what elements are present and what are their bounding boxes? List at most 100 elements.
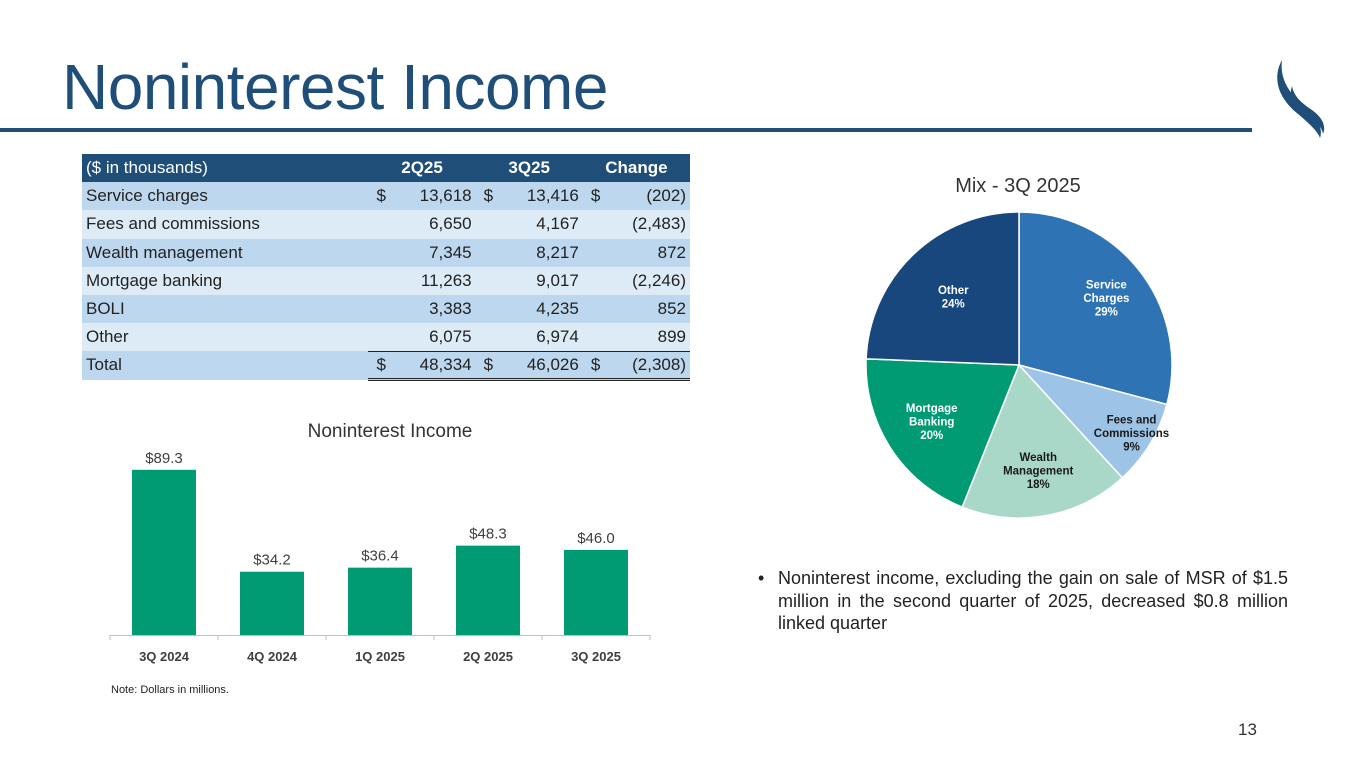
bar-data-label: $89.3 (145, 450, 183, 467)
cell-value: 4,167 (536, 214, 579, 234)
noninterest-income-bar-chart: Noninterest Income $89.3 3Q 2024 $34.2 4Q 20… (109, 421, 651, 664)
table-header-row: ($ in thousands) 2Q25 3Q25 Change (82, 154, 690, 183)
header-change: Change (582, 154, 690, 183)
row-value-cell: 8,217 (475, 238, 583, 267)
title-divider (0, 128, 1252, 132)
cell-value: 7,345 (429, 242, 472, 262)
bar (132, 469, 196, 635)
cell-value: 6,075 (429, 326, 472, 346)
pie-label-line: 24% (942, 298, 965, 310)
x-tick-label: 3Q 2024 (139, 649, 190, 664)
pie-label-line: Banking (909, 417, 954, 429)
pie-slice (865, 358, 1021, 509)
row-value-cell: 852 (582, 294, 690, 324)
pie-slice (1016, 363, 1168, 479)
bar-data-label: $48.3 (469, 526, 507, 543)
pie-slice-label: Service Charges 29% (1083, 279, 1129, 318)
row-value-cell: 6,075 (368, 323, 476, 352)
pie-label-line: Fees and (1107, 415, 1157, 427)
row-value-cell: $13,618 (368, 182, 476, 211)
noninterest-income-table: ($ in thousands) 2Q25 3Q25 Change Servic… (82, 154, 690, 382)
cell-value: 13,416 (526, 186, 579, 206)
currency-symbol (587, 214, 591, 234)
header-label: ($ in thousands) (82, 154, 369, 183)
row-value-cell: 7,345 (368, 238, 476, 267)
x-tick-label: 3Q 2025 (571, 649, 621, 664)
cell-value: (2,483) (632, 214, 686, 234)
cell-value: 6,974 (536, 326, 579, 346)
cell-value: 872 (657, 242, 686, 262)
currency-symbol (480, 327, 484, 347)
pie-slice-label: Fees and Commissions 9% (1094, 415, 1169, 454)
row-value-cell: 3,383 (368, 294, 476, 324)
slide-title: Noninterest Income (62, 51, 608, 123)
bullet-marker: • (758, 568, 765, 588)
pie-slice (865, 211, 1020, 366)
page-number: 13 (1238, 720, 1257, 739)
pie-slice (961, 363, 1124, 519)
row-value-cell: (2,483) (582, 210, 690, 239)
pie-label-line: 20% (920, 430, 943, 442)
cell-value: 4,235 (536, 299, 579, 319)
cell-value: (2,308) (632, 354, 686, 374)
row-label: Wealth management (82, 238, 369, 267)
currency-symbol: $ (376, 354, 386, 374)
bar-data-label: $46.0 (577, 530, 615, 547)
pie-label-line: 18% (1027, 479, 1050, 491)
currency-symbol (372, 327, 376, 347)
pie-label-line: Charges (1083, 293, 1129, 305)
cell-value: 8,217 (536, 242, 579, 262)
currency-symbol (480, 299, 484, 319)
table-row: Total $48,334 $46,026 $ (2,308) (82, 350, 690, 382)
cell-value: 9,017 (536, 270, 579, 290)
currency-symbol (372, 299, 376, 319)
currency-symbol (587, 299, 591, 319)
pie-slice (1018, 211, 1173, 406)
table-row: Wealth management 7,345 8,217 872 (82, 238, 690, 267)
currency-symbol: $ (483, 186, 494, 206)
cell-value: 46,026 (526, 354, 579, 374)
row-label: Fees and commissions (82, 210, 369, 239)
row-label: BOLI (82, 294, 369, 324)
bar-chart-title: Noninterest Income (308, 421, 473, 442)
row-value-cell: 4,167 (475, 210, 583, 239)
header-2q25: 2Q25 (368, 154, 476, 183)
pie-chart-title: Mix - 3Q 2025 (955, 175, 1081, 197)
bar (240, 571, 304, 635)
cell-value: 13,618 (419, 186, 472, 206)
bar (456, 545, 520, 635)
row-value-cell: 899 (582, 323, 690, 352)
row-value-cell: 11,263 (368, 266, 476, 295)
row-value-cell: 9,017 (475, 266, 583, 295)
cell-value: 6,650 (429, 214, 472, 234)
cell-value: (2,246) (632, 270, 686, 290)
bar (564, 549, 628, 635)
row-value-cell: $13,416 (475, 182, 583, 211)
row-label: Total (82, 351, 369, 380)
currency-symbol: $ (590, 186, 601, 206)
currency-symbol: $ (483, 354, 494, 374)
table-row: Fees and commissions 6,650 4,167 (2,483) (82, 210, 690, 239)
row-value-cell: 6,974 (475, 323, 583, 352)
row-value-cell: $ (2,308) (582, 350, 690, 382)
currency-symbol (587, 327, 591, 347)
cell-value: 899 (657, 326, 686, 346)
summary-bullet: • Noninterest income, excluding the gain… (758, 567, 1288, 635)
chart-note: Note: Dollars in millions. (111, 684, 229, 696)
currency-symbol (372, 271, 376, 291)
currency-symbol (480, 271, 484, 291)
pie-slice-label: Mortgage Banking 20% (906, 403, 958, 442)
row-value-cell: 6,650 (368, 210, 476, 239)
currency-symbol (372, 214, 376, 234)
cell-value: 3,383 (429, 299, 472, 319)
currency-symbol (587, 243, 591, 263)
row-label: Service charges (82, 182, 369, 211)
bullet-text: Noninterest income, excluding the gain o… (778, 568, 1288, 633)
table-row: Other 6,075 6,974 899 (82, 323, 690, 352)
pie-label-line: Service (1086, 279, 1127, 291)
x-tick-label: 2Q 2025 (463, 649, 513, 664)
row-label: Other (82, 323, 369, 352)
row-label: Mortgage banking (82, 266, 369, 295)
pie-label-line: Other (938, 285, 969, 297)
row-value-cell: $46,026 (475, 350, 583, 382)
